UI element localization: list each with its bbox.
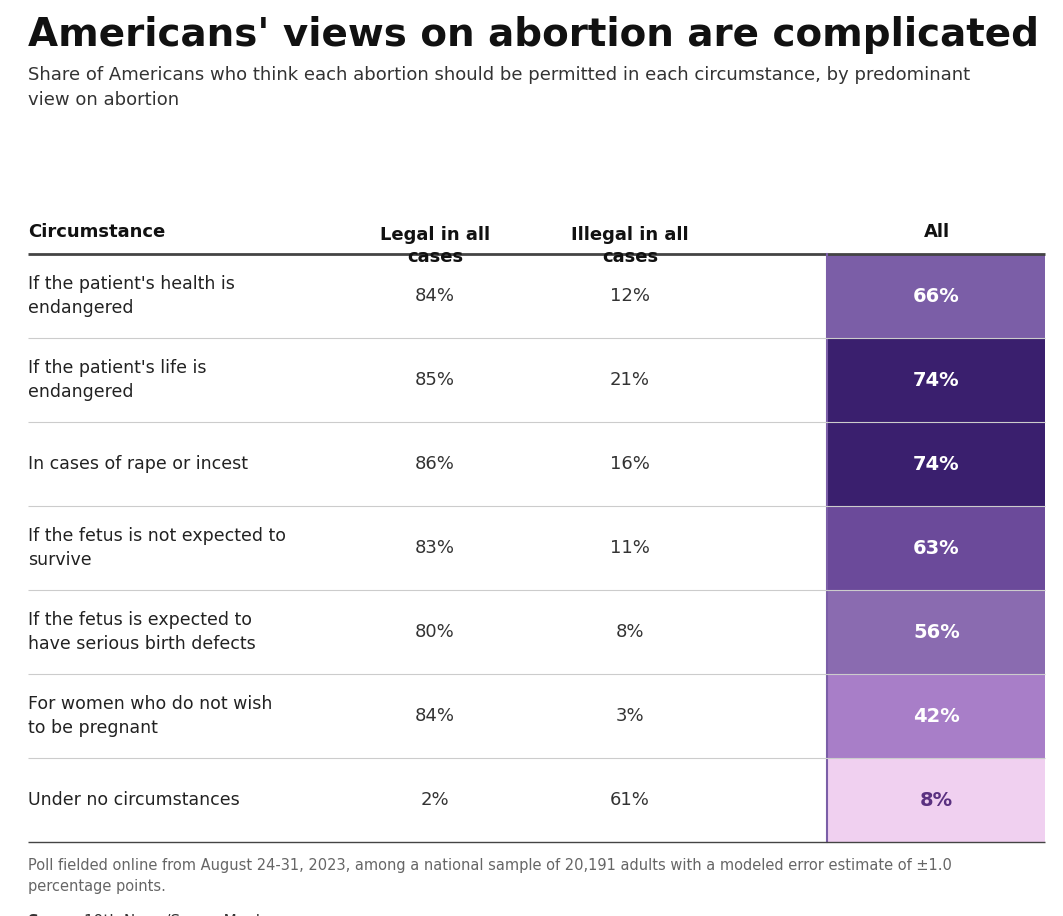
Text: Circumstance: Circumstance	[28, 223, 165, 241]
Text: 16%: 16%	[610, 455, 649, 473]
Text: 74%: 74%	[913, 454, 960, 474]
Text: 61%: 61%	[610, 791, 649, 809]
Text: 12%: 12%	[610, 287, 649, 305]
Text: 83%: 83%	[415, 539, 455, 557]
Text: Under no circumstances: Under no circumstances	[28, 791, 240, 809]
Text: 86%: 86%	[415, 455, 455, 473]
Text: 21%: 21%	[610, 371, 649, 389]
Text: 84%: 84%	[415, 707, 455, 725]
Text: 56%: 56%	[913, 623, 960, 641]
Text: 85%: 85%	[415, 371, 455, 389]
Text: All: All	[924, 223, 949, 241]
Text: 80%: 80%	[416, 623, 455, 641]
Bar	[828, 590, 1045, 674]
Text: For women who do not wish
to be pregnant: For women who do not wish to be pregnant	[28, 695, 272, 736]
Text: 42%: 42%	[913, 706, 960, 725]
Bar	[828, 506, 1045, 590]
Bar	[828, 674, 1045, 758]
Text: 8%: 8%	[919, 791, 954, 810]
Bar	[828, 758, 1045, 842]
Text: 74%: 74%	[913, 370, 960, 389]
Bar	[828, 254, 1045, 338]
Text: If the patient's life is
endangered: If the patient's life is endangered	[28, 359, 206, 401]
Text: 84%: 84%	[415, 287, 455, 305]
Text: 63%: 63%	[913, 539, 960, 558]
Text: 66%: 66%	[913, 287, 960, 306]
Text: Poll fielded online from August 24-31, 2023, among a national sample of 20,191 a: Poll fielded online from August 24-31, 2…	[28, 858, 951, 894]
Bar	[828, 338, 1045, 422]
Bar	[828, 422, 1045, 506]
Text: Illegal in all
cases: Illegal in all cases	[571, 226, 689, 267]
Text: In cases of rape or incest: In cases of rape or incest	[28, 455, 248, 473]
Text: If the patient's health is
endangered: If the patient's health is endangered	[28, 275, 235, 317]
Text: Legal in all
cases: Legal in all cases	[379, 226, 490, 267]
Text: 11%: 11%	[610, 539, 649, 557]
Text: If the fetus is expected to
have serious birth defects: If the fetus is expected to have serious…	[28, 611, 256, 653]
Text: Share of Americans who think each abortion should be permitted in each circumsta: Share of Americans who think each aborti…	[28, 66, 971, 109]
Text: 3%: 3%	[615, 707, 644, 725]
Text: If the fetus is not expected to
survive: If the fetus is not expected to survive	[28, 528, 286, 569]
Text: 8%: 8%	[615, 623, 644, 641]
Text: 2%: 2%	[421, 791, 450, 809]
Text: Source: Source	[28, 914, 87, 916]
Text: : 19th News/SurveyMonkey: : 19th News/SurveyMonkey	[74, 914, 283, 916]
Text: Americans' views on abortion are complicated: Americans' views on abortion are complic…	[28, 16, 1039, 54]
